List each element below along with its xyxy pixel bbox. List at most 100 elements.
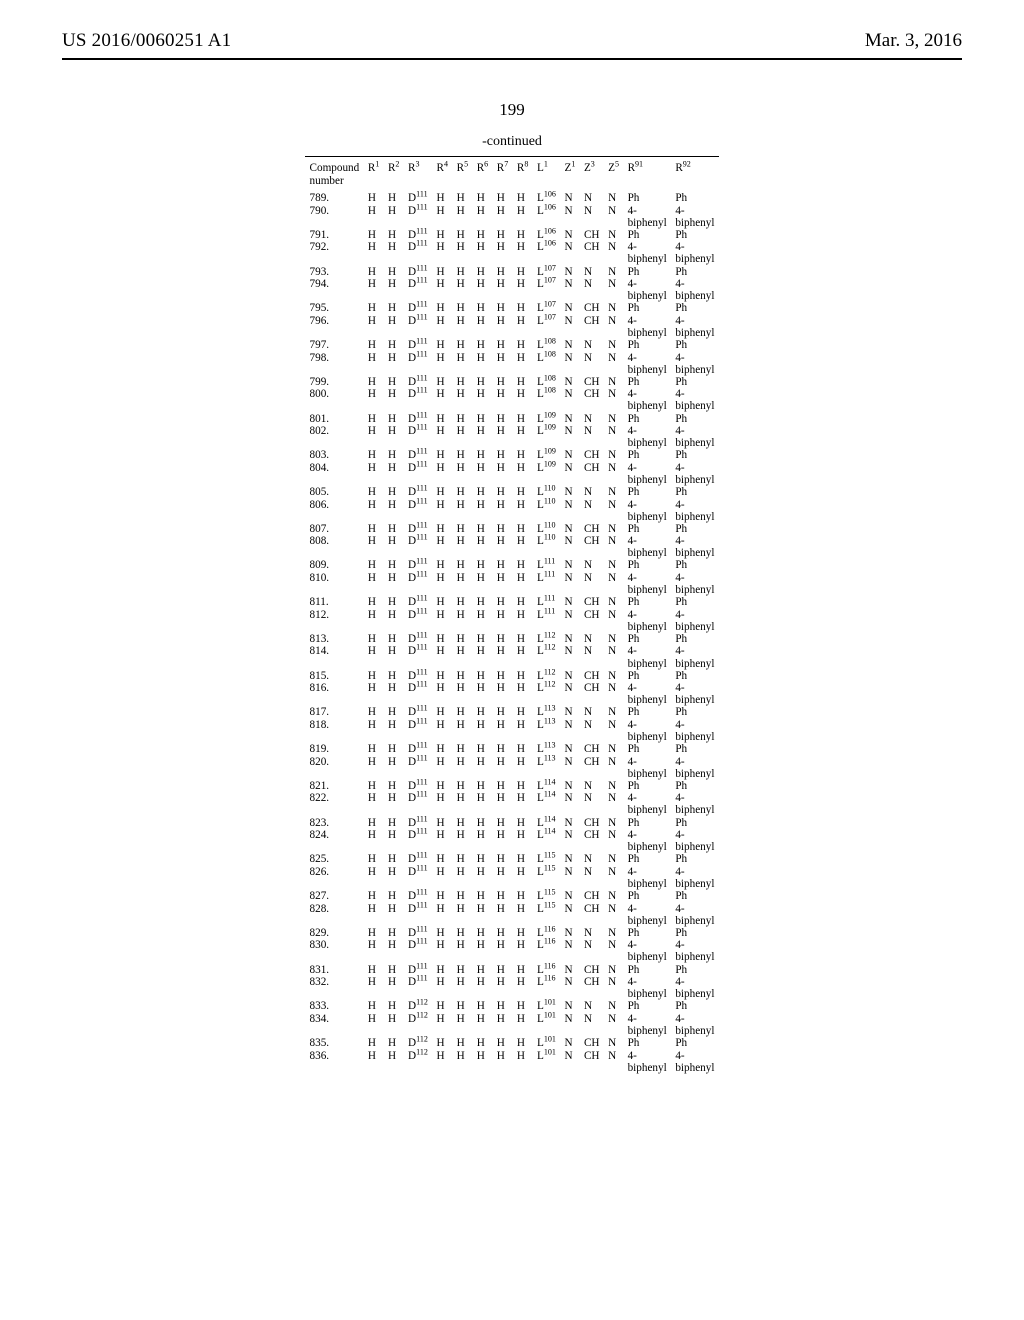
cell: H <box>492 572 512 596</box>
cell: H <box>364 706 384 719</box>
cell: H <box>492 927 512 940</box>
table-row: 809.HHD111HHHHHL111NNNPhPh <box>305 559 719 572</box>
cell: H <box>452 817 472 830</box>
cell: H <box>513 719 533 743</box>
table-row: 802.HHD111HHHHHL109NNN4-biphenyl4-biphen… <box>305 425 719 449</box>
cell: H <box>492 241 512 265</box>
cell: Ph <box>623 927 671 940</box>
cell: H <box>472 706 492 719</box>
cell: H <box>452 719 472 743</box>
table-row: 816.HHD111HHHHHL112NCHN4-biphenyl4-biphe… <box>305 682 719 706</box>
cell: H <box>432 1050 452 1074</box>
cell: H <box>472 792 492 816</box>
cell: 4-biphenyl <box>671 792 719 816</box>
cell: H <box>452 302 472 315</box>
cell: H <box>513 792 533 816</box>
cell: CH <box>580 1050 604 1074</box>
cell: Ph <box>671 817 719 830</box>
cell: H <box>364 853 384 866</box>
cell: 830. <box>305 939 363 963</box>
cell: H <box>452 743 472 756</box>
cell: H <box>513 1013 533 1037</box>
cell: H <box>452 1000 472 1013</box>
cell: H <box>432 462 452 486</box>
cell: 820. <box>305 756 363 780</box>
table-row: 801.HHD111HHHHHL109NNNPhPh <box>305 413 719 426</box>
cell: H <box>384 633 404 646</box>
cell: H <box>364 792 384 816</box>
cell: H <box>513 829 533 853</box>
cell: N <box>560 559 579 572</box>
cell: H <box>432 817 452 830</box>
cell: 4-biphenyl <box>671 756 719 780</box>
cell: H <box>384 743 404 756</box>
cell: H <box>432 499 452 523</box>
cell: 4-biphenyl <box>671 682 719 706</box>
cell: H <box>513 890 533 903</box>
col-Z1: Z1 <box>560 157 579 193</box>
cell: 795. <box>305 302 363 315</box>
cell: N <box>604 976 623 1000</box>
cell: N <box>580 278 604 302</box>
cell: H <box>513 1037 533 1050</box>
cell: H <box>384 976 404 1000</box>
cell: H <box>364 241 384 265</box>
table-row: 819.HHD111HHHHHL113NCHNPhPh <box>305 743 719 756</box>
cell: H <box>492 682 512 706</box>
cell: H <box>492 633 512 646</box>
cell: 797. <box>305 339 363 352</box>
cell: N <box>560 976 579 1000</box>
table-row: 827.HHD111HHHHHL115NCHNPhPh <box>305 890 719 903</box>
cell: H <box>384 425 404 449</box>
cell: H <box>432 535 452 559</box>
cell: H <box>432 964 452 977</box>
cell: CH <box>580 890 604 903</box>
cell: N <box>604 486 623 499</box>
cell: H <box>452 890 472 903</box>
cell: N <box>604 315 623 339</box>
table-row: 803.HHD111HHHHHL109NCHNPhPh <box>305 449 719 462</box>
cell: H <box>452 449 472 462</box>
cell: H <box>472 596 492 609</box>
cell: 801. <box>305 413 363 426</box>
cell: H <box>492 315 512 339</box>
cell: Ph <box>671 523 719 536</box>
cell: Ph <box>623 486 671 499</box>
cell: H <box>452 462 472 486</box>
cell: Ph <box>623 559 671 572</box>
cell: H <box>472 425 492 449</box>
cell: H <box>364 817 384 830</box>
cell: N <box>560 388 579 412</box>
cell: Ph <box>671 229 719 242</box>
cell: H <box>432 756 452 780</box>
cell: 818. <box>305 719 363 743</box>
cell: H <box>364 486 384 499</box>
cell: CH <box>580 596 604 609</box>
cell: H <box>492 817 512 830</box>
cell: H <box>452 1013 472 1037</box>
cell: H <box>492 670 512 683</box>
table-row: 831.HHD111HHHHHL116NCHNPhPh <box>305 964 719 977</box>
cell: H <box>492 756 512 780</box>
cell: H <box>364 192 384 205</box>
table-row: 807.HHD111HHHHHL110NCHNPhPh <box>305 523 719 536</box>
cell: N <box>604 903 623 927</box>
compound-table: CompoundnumberR1R2R3R4R5R6R7R8L1Z1Z3Z5R9… <box>305 156 719 1074</box>
cell: CH <box>580 449 604 462</box>
cell: H <box>452 425 472 449</box>
table-row: 812.HHD111HHHHHL111NCHN4-biphenyl4-biphe… <box>305 609 719 633</box>
patent-page: US 2016/0060251 A1 Mar. 3, 2016 199 -con… <box>0 0 1024 1320</box>
cell: 4-biphenyl <box>671 1050 719 1074</box>
table-row: 836.HHD112HHHHHL101NCHN4-biphenyl4-biphe… <box>305 1050 719 1074</box>
cell: H <box>513 780 533 793</box>
cell: N <box>560 792 579 816</box>
cell: 4-biphenyl <box>623 829 671 853</box>
cell: N <box>560 425 579 449</box>
cell: N <box>604 866 623 890</box>
cell: N <box>604 376 623 389</box>
cell: H <box>452 205 472 229</box>
cell: 829. <box>305 927 363 940</box>
cell: H <box>432 792 452 816</box>
cell: H <box>513 670 533 683</box>
cell: H <box>452 559 472 572</box>
